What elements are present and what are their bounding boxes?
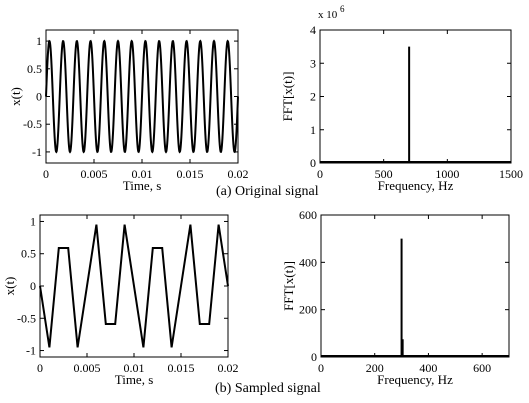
series-line-sampled-signal xyxy=(39,224,229,348)
caption-sampled-signal: (b) Sampled signal xyxy=(215,381,321,396)
y-tick-label-0-5: 0.5 xyxy=(27,62,42,76)
x-tick-label-0: 0 xyxy=(43,167,49,181)
x-tick-label-0-02: 0.02 xyxy=(228,167,249,181)
caption-original-signal: (a) Original signal xyxy=(216,184,319,199)
y-tick-label-200: 200 xyxy=(299,303,317,317)
x-tick-label-0-01: 0.01 xyxy=(124,361,145,375)
y-tick-label-1: 1 xyxy=(36,34,42,48)
y-tick-label-1: 1 xyxy=(30,214,36,228)
y-axis-label: x(t) xyxy=(2,277,17,296)
y-tick-label-3: 3 xyxy=(310,56,316,70)
y-tick-label-1: -1 xyxy=(26,344,36,358)
x-tick-label-0-015: 0.015 xyxy=(177,167,204,181)
y-tick-label-0-5: -0.5 xyxy=(17,311,36,325)
x-axis-label: Time, s xyxy=(123,178,162,193)
x-tick-label-0-005: 0.005 xyxy=(74,361,101,375)
series-line-original-signal xyxy=(45,39,239,154)
y-tick-label-400: 400 xyxy=(299,255,317,269)
y-tick-label-0: 0 xyxy=(30,279,36,293)
y-tick-label-1: -1 xyxy=(32,145,42,159)
x-tick-label-0-015: 0.015 xyxy=(168,361,195,375)
axes-frame xyxy=(320,214,510,358)
y-tick-label-0-5: -0.5 xyxy=(23,117,42,131)
y-tick-label-4: 4 xyxy=(310,23,316,37)
y-exponent-label: x 10 xyxy=(318,9,338,21)
axes-frame xyxy=(319,29,512,164)
x-axis-label: Frequency, Hz xyxy=(378,178,454,193)
y-tick-label-0: 0 xyxy=(36,90,42,104)
y-axis-label: FFT[x(t)] xyxy=(281,261,296,311)
x-tick-label-0: 0 xyxy=(318,361,324,375)
x-tick-label-200: 200 xyxy=(366,361,384,375)
x-tick-label-1500: 1500 xyxy=(499,167,523,181)
x-axis-label: Time, s xyxy=(115,372,154,387)
y-axis-label: x(t) xyxy=(8,87,23,106)
y-axis-label: FFT[x(t)] xyxy=(280,72,295,122)
sampled-signal-fft-plot: 0 200 400 600 0 200 400 600 Frequency, Hz FFT[x(t… xyxy=(281,208,510,387)
y-tick-label-2: 2 xyxy=(310,90,316,104)
y-tick-label-1: 1 xyxy=(310,123,316,137)
x-tick-label-600: 600 xyxy=(473,361,491,375)
x-tick-label-0: 0 xyxy=(317,167,323,181)
x-axis-label: Frequency, Hz xyxy=(377,372,453,387)
x-tick-label-0: 0 xyxy=(37,361,43,375)
original-signal-fft-plot: 0 500 1000 1500 0 1 2 3 4 Frequency, Hz FFT[x(t)] x… xyxy=(280,4,523,193)
original-signal-time-plot: 0 0.005 0.01 0.015 0.02 -1 -0.5 0 0.5 1 Time, s x(t… xyxy=(8,29,249,193)
y-tick-label-0: 0 xyxy=(310,156,316,170)
x-tick-label-1000: 1000 xyxy=(435,167,459,181)
x-tick-label-0-01: 0.01 xyxy=(132,167,153,181)
sampled-signal-time-plot: 0 0.005 0.01 0.015 0.02 -1 -0.5 0 0.5 1 Time, s x(t… xyxy=(2,214,239,387)
x-tick-label-500: 500 xyxy=(375,167,393,181)
x-tick-label-400: 400 xyxy=(419,361,437,375)
y-exponent-power: 6 xyxy=(340,4,345,14)
y-tick-label-0: 0 xyxy=(311,350,317,364)
x-tick-label-0-02: 0.02 xyxy=(218,361,239,375)
y-tick-label-0-5: 0.5 xyxy=(21,247,36,261)
y-tick-label-600: 600 xyxy=(299,208,317,222)
x-tick-label-0-005: 0.005 xyxy=(81,167,108,181)
